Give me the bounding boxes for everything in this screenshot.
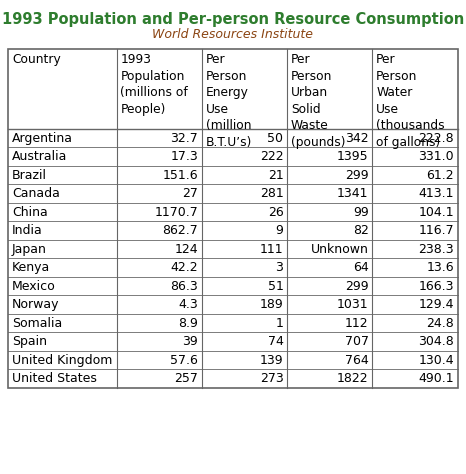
Text: China: China [12,206,48,219]
Text: 1993 Population and Per-person Resource Consumption: 1993 Population and Per-person Resource … [2,12,464,27]
Text: 257: 257 [174,372,198,385]
Text: Australia: Australia [12,150,68,163]
Text: 42.2: 42.2 [171,261,198,274]
Text: 8.9: 8.9 [178,317,198,329]
Text: Spain: Spain [12,335,47,348]
Text: 104.1: 104.1 [418,206,454,219]
Bar [8,49,458,388]
Text: Kenya: Kenya [12,261,50,274]
Text: United Kingdom: United Kingdom [12,354,112,366]
Text: Country: Country [12,53,61,66]
Text: World Resources Institute: World Resources Institute [152,28,314,41]
Text: 273: 273 [260,372,283,385]
Text: Norway: Norway [12,298,60,311]
Text: 13.6: 13.6 [426,261,454,274]
Text: 238.3: 238.3 [418,243,454,255]
Text: 707: 707 [345,335,369,348]
Text: 1341: 1341 [337,187,369,200]
Text: 130.4: 130.4 [418,354,454,366]
Text: 4.3: 4.3 [178,298,198,311]
Text: 61.2: 61.2 [426,169,454,182]
Text: 129.4: 129.4 [418,298,454,311]
Text: India: India [12,224,43,237]
Text: 1: 1 [275,317,283,329]
Text: Somalia: Somalia [12,317,62,329]
Text: Unknown: Unknown [311,243,369,255]
Text: 222: 222 [260,150,283,163]
Text: 166.3: 166.3 [418,280,454,292]
Text: 862.7: 862.7 [163,224,198,237]
Text: 24.8: 24.8 [426,317,454,329]
Text: 26: 26 [267,206,283,219]
Text: 299: 299 [345,169,369,182]
Text: 189: 189 [260,298,283,311]
Text: Mexico: Mexico [12,280,56,292]
Text: 21: 21 [267,169,283,182]
Text: 99: 99 [353,206,369,219]
Text: 86.3: 86.3 [171,280,198,292]
Text: Per
Person
Energy
Use
(million
B.T.U’s): Per Person Energy Use (million B.T.U’s) [206,53,252,148]
Text: 1031: 1031 [337,298,369,311]
Text: 111: 111 [260,243,283,255]
Text: Per
Person
Urban
Solid
Waste
(pounds): Per Person Urban Solid Waste (pounds) [291,53,345,148]
Text: 57.6: 57.6 [170,354,198,366]
Text: 331.0: 331.0 [418,150,454,163]
Text: Brazil: Brazil [12,169,47,182]
Text: 490.1: 490.1 [418,372,454,385]
Text: 82: 82 [353,224,369,237]
Text: 1395: 1395 [337,150,369,163]
Text: 281: 281 [260,187,283,200]
Text: 32.7: 32.7 [171,132,198,145]
Text: 39: 39 [182,335,198,348]
Text: 74: 74 [267,335,283,348]
Text: 51: 51 [267,280,283,292]
Text: 1993
Population
(millions of
People): 1993 Population (millions of People) [120,53,188,116]
Text: United States: United States [12,372,97,385]
Text: 50: 50 [267,132,283,145]
Text: 1170.7: 1170.7 [154,206,198,219]
Text: 124: 124 [175,243,198,255]
Text: 413.1: 413.1 [418,187,454,200]
Text: 17.3: 17.3 [171,150,198,163]
Text: 139: 139 [260,354,283,366]
Text: 342: 342 [345,132,369,145]
Text: 112: 112 [345,317,369,329]
Text: 3: 3 [275,261,283,274]
Text: Japan: Japan [12,243,47,255]
Text: 764: 764 [345,354,369,366]
Text: Per
Person
Water
Use
(thousands
of gallons): Per Person Water Use (thousands of gallo… [376,53,445,148]
Text: 151.6: 151.6 [163,169,198,182]
Text: 27: 27 [182,187,198,200]
Text: Canada: Canada [12,187,60,200]
Text: 64: 64 [353,261,369,274]
Text: 299: 299 [345,280,369,292]
Text: 116.7: 116.7 [418,224,454,237]
Text: Argentina: Argentina [12,132,73,145]
Text: 304.8: 304.8 [418,335,454,348]
Text: 1822: 1822 [337,372,369,385]
Text: 222.8: 222.8 [418,132,454,145]
Text: 9: 9 [275,224,283,237]
